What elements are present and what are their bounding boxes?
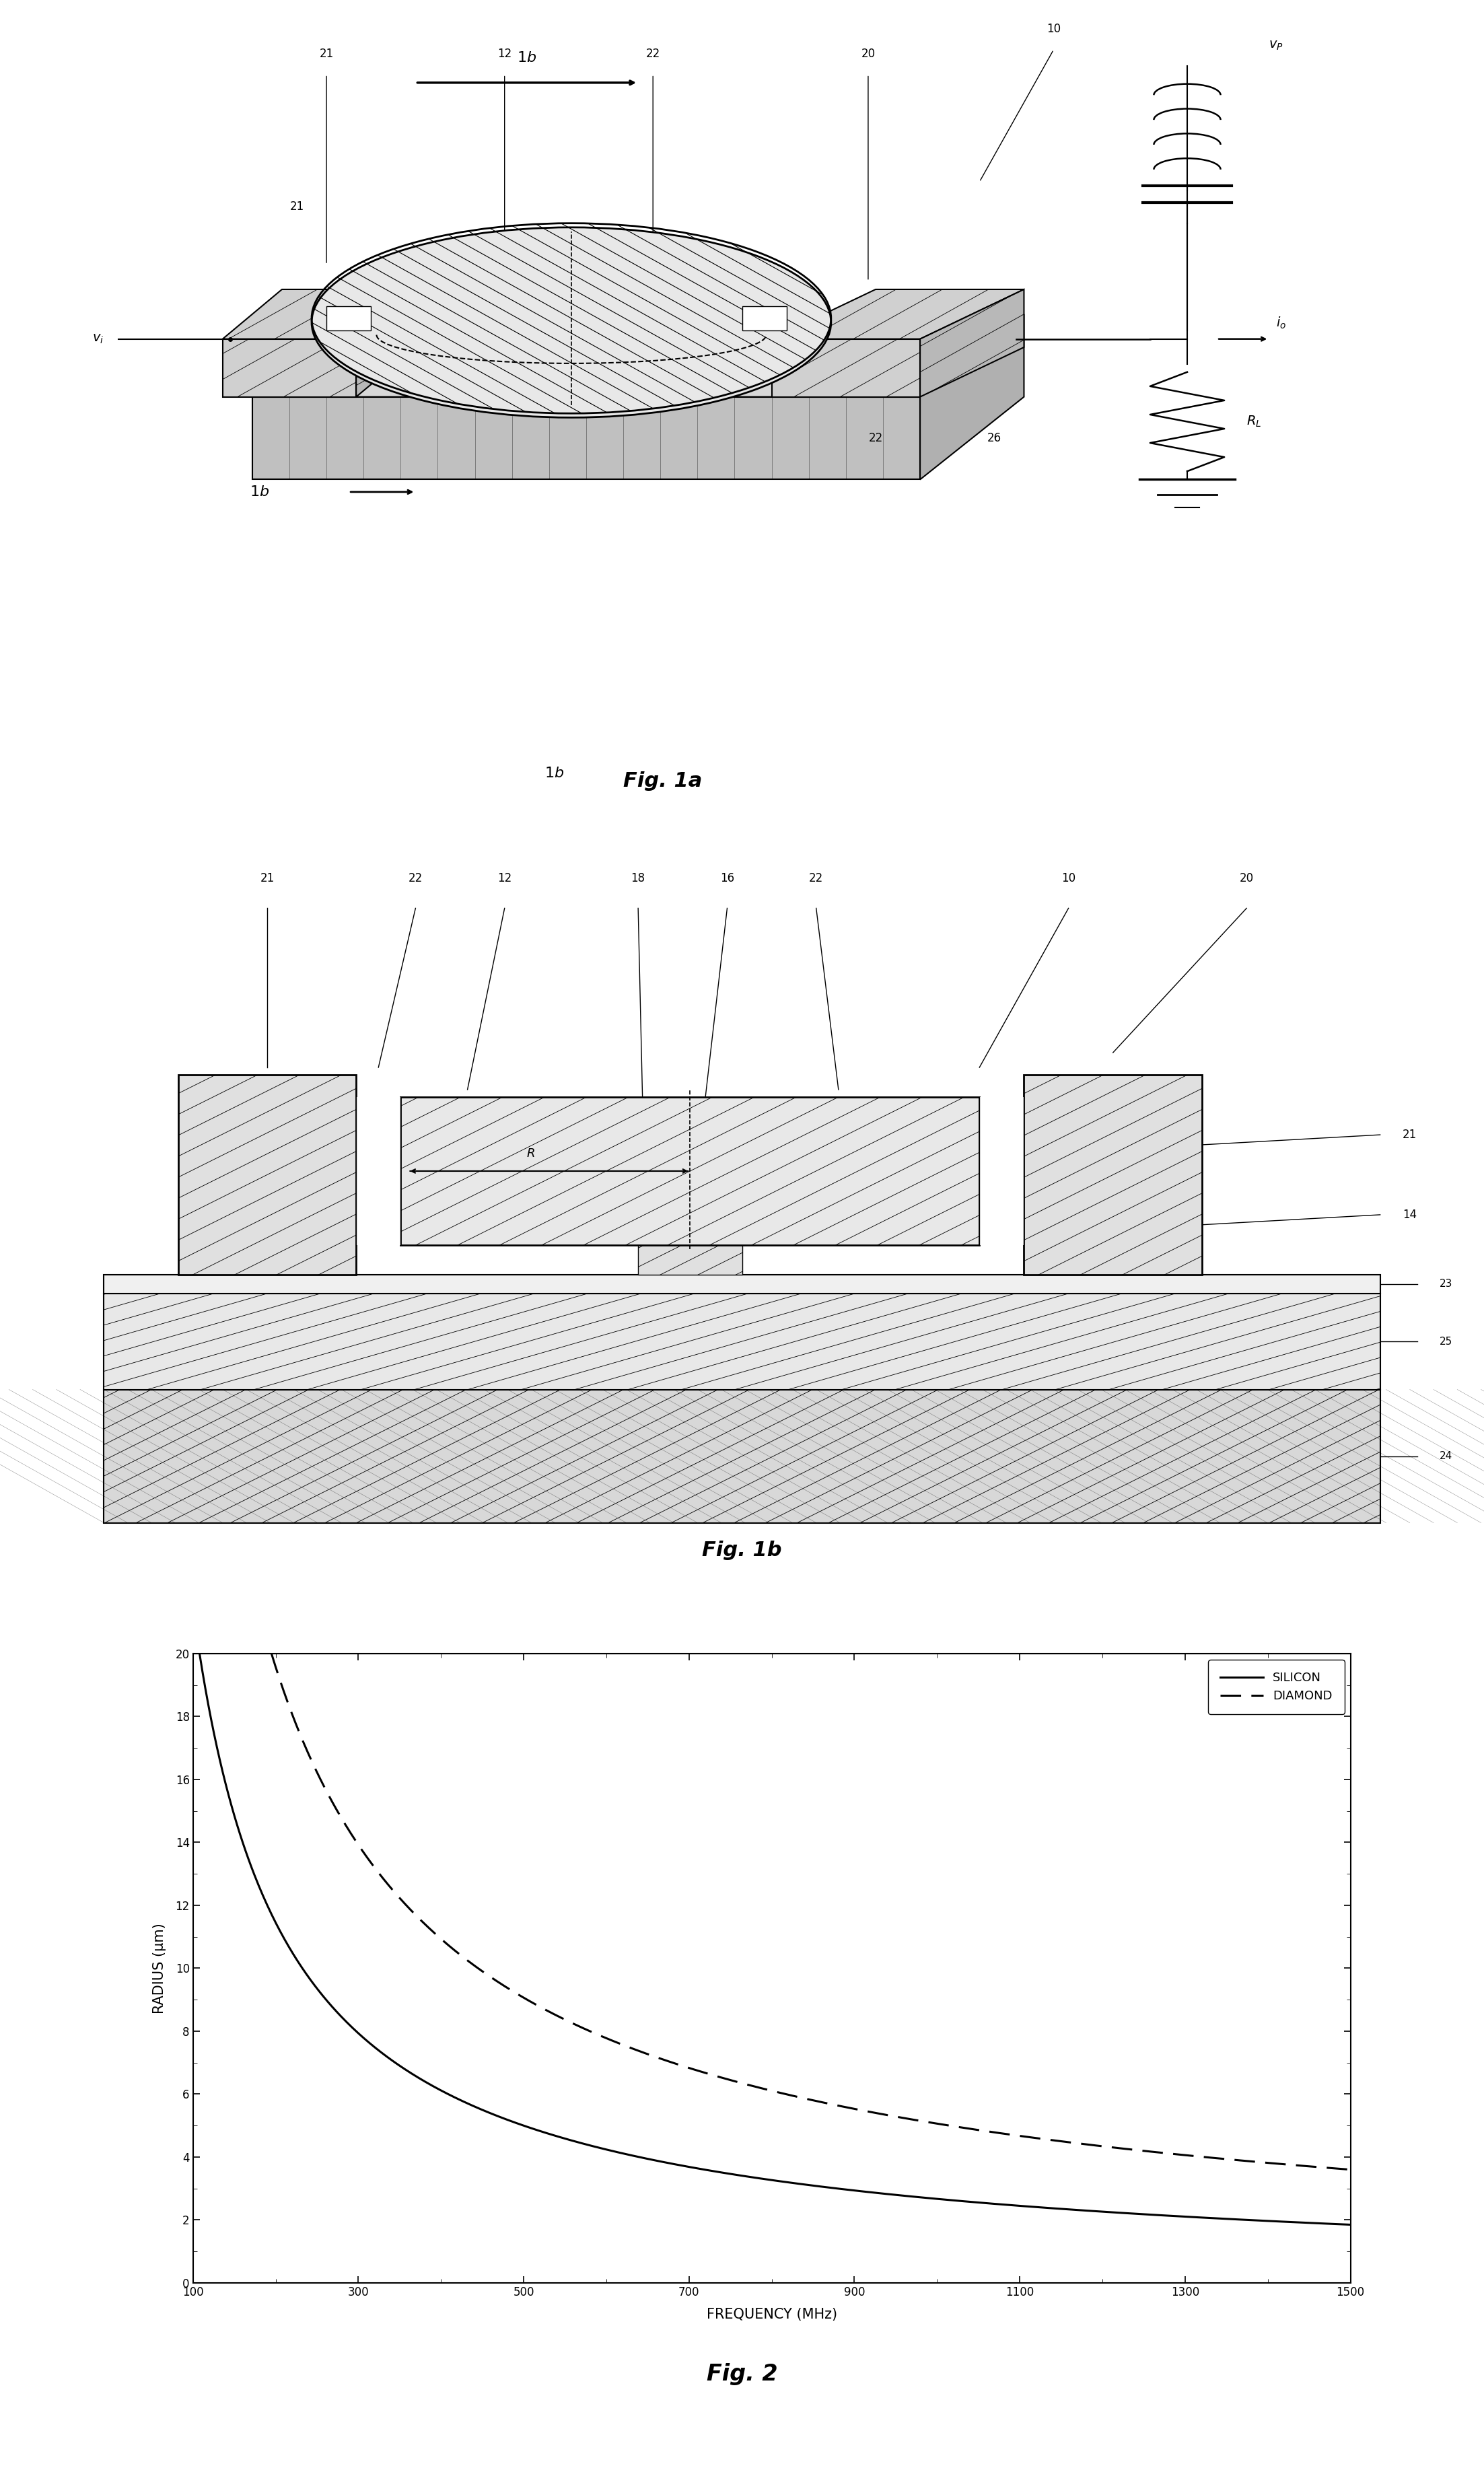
Text: 23: 23 (1439, 1278, 1453, 1288)
Text: 20: 20 (1239, 874, 1254, 884)
Text: 22: 22 (868, 432, 883, 444)
DIAMOND (889, 2103, 907, 2132)
Text: 16: 16 (720, 874, 735, 884)
Text: 21: 21 (260, 874, 275, 884)
Polygon shape (638, 1244, 742, 1273)
X-axis label: FREQUENCY (MHz): FREQUENCY (MHz) (706, 2308, 837, 2320)
Polygon shape (223, 338, 356, 397)
Polygon shape (1024, 1074, 1202, 1273)
Text: $i_o$: $i_o$ (1276, 316, 1287, 331)
Polygon shape (326, 306, 371, 331)
Polygon shape (920, 313, 1024, 479)
Bar (104, 1389, 1380, 1523)
Bar (979, 1096, 1024, 1244)
Polygon shape (401, 1096, 979, 1244)
Text: Fig. 1b: Fig. 1b (702, 1540, 782, 1560)
Polygon shape (223, 289, 416, 338)
Text: $R_L$: $R_L$ (1247, 415, 1261, 429)
DIAMOND (329, 1797, 347, 1826)
Line: DIAMOND: DIAMOND (272, 1654, 1350, 2169)
Text: $1b$: $1b$ (516, 49, 537, 64)
Polygon shape (252, 313, 1024, 397)
Polygon shape (772, 289, 1024, 338)
Line: SILICON: SILICON (199, 1654, 1350, 2224)
Polygon shape (252, 397, 920, 479)
Text: 10: 10 (1046, 22, 1061, 35)
Ellipse shape (312, 227, 831, 417)
Text: 21: 21 (289, 200, 304, 212)
Text: Fig. 1a: Fig. 1a (623, 772, 702, 792)
SILICON (925, 2184, 942, 2214)
DIAMOND (950, 2113, 968, 2142)
Polygon shape (920, 289, 1024, 397)
Bar (104, 1273, 1380, 1293)
DIAMOND (917, 2108, 935, 2137)
SILICON (1181, 2201, 1199, 2231)
Polygon shape (356, 289, 416, 397)
SILICON (261, 1895, 279, 1925)
Text: 12: 12 (497, 47, 512, 59)
Bar (356, 1096, 401, 1244)
Legend: SILICON, DIAMOND: SILICON, DIAMOND (1208, 1658, 1345, 1715)
Text: R: R (527, 1148, 536, 1160)
Text: 22: 22 (809, 874, 824, 884)
SILICON (859, 2177, 877, 2206)
DIAMOND (1080, 2130, 1098, 2160)
DIAMOND (1342, 2155, 1359, 2184)
Y-axis label: RADIUS (μm): RADIUS (μm) (153, 1923, 166, 2014)
Polygon shape (104, 1293, 1380, 1389)
DIAMOND (1192, 2142, 1209, 2172)
Text: 14: 14 (1402, 1209, 1417, 1222)
SILICON (190, 1639, 208, 1668)
Polygon shape (772, 338, 920, 397)
SILICON (889, 2179, 907, 2209)
Polygon shape (742, 306, 787, 331)
Text: 25: 25 (1439, 1335, 1453, 1348)
Text: $v_i$: $v_i$ (92, 333, 104, 346)
Text: $v_P$: $v_P$ (1269, 39, 1284, 52)
Text: 18: 18 (631, 874, 646, 884)
Text: 10: 10 (1061, 874, 1076, 884)
Text: 21: 21 (1402, 1128, 1417, 1140)
Text: 20: 20 (861, 47, 876, 59)
DIAMOND (263, 1639, 280, 1668)
Text: 24: 24 (1439, 1451, 1453, 1461)
Polygon shape (104, 1389, 1380, 1523)
Text: 26: 26 (987, 432, 1002, 444)
Text: 22: 22 (408, 874, 423, 884)
SILICON (1064, 2194, 1082, 2224)
Text: 12: 12 (497, 874, 512, 884)
Polygon shape (178, 1074, 356, 1273)
Text: Fig. 2: Fig. 2 (706, 2364, 778, 2384)
Text: 22: 22 (646, 47, 660, 59)
Text: 21: 21 (319, 47, 334, 59)
Text: $1b$: $1b$ (545, 765, 564, 780)
Text: $1b$: $1b$ (249, 484, 270, 499)
SILICON (1342, 2209, 1359, 2238)
